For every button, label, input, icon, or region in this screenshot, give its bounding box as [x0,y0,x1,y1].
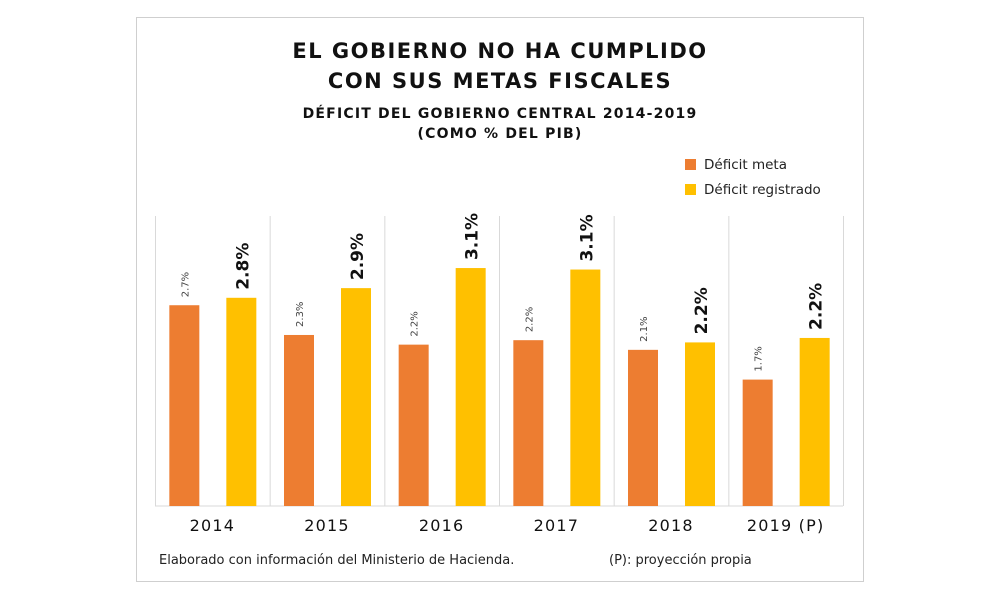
x-tick-label-5: 2019 (P) [746,516,825,535]
legend-label-meta: Déficit meta [704,156,787,173]
bar-registrado-2 [455,268,486,506]
data-label-meta-0: 2.7% [180,272,191,297]
legend-label-registrado: Déficit registrado [704,181,821,198]
bar-meta-5 [742,379,773,506]
chart-title: EL GOBIERNO NO HA CUMPLIDO CON SUS METAS… [137,36,863,96]
x-tick-label-0: 2014 [189,516,236,535]
data-label-meta-3: 2.2% [524,307,535,332]
data-label-registrado-3: 3.1% [577,214,597,261]
bar-registrado-5 [799,337,830,506]
chart-subtitle: DÉFICIT DEL GOBIERNO CENTRAL 2014-2019 (… [137,104,863,144]
bar-meta-2 [398,344,429,506]
data-label-registrado-4: 2.2% [692,287,712,334]
bar-registrado-0 [226,297,257,506]
x-axis-labels: 2014 2015 2016 2017 2018 2019 (P) [155,516,843,540]
chart-subtitle-line-1: DÉFICIT DEL GOBIERNO CENTRAL 2014-2019 [302,106,698,122]
legend-item-meta: Déficit meta [685,152,821,177]
chart-title-line-1: EL GOBIERNO NO HA CUMPLIDO [292,39,708,63]
bar-chart: 2.7% 2.3% 2.2% 2.2% 2.1% 1.7% 2.8% 2.9% 3.1% 3.1%… [155,213,844,507]
x-tick-label-3: 2017 [533,516,580,535]
bar-registrado-3 [570,269,601,506]
bar-meta-1 [284,334,314,506]
legend-swatch-meta [685,159,696,170]
footer-note: (P): proyección propia [609,553,752,568]
legend: Déficit meta Déficit registrado [685,152,821,202]
data-label-meta-2: 2.2% [410,311,421,336]
legend-item-registrado: Déficit registrado [685,177,821,202]
legend-swatch-registrado [685,184,696,195]
chart-frame: EL GOBIERNO NO HA CUMPLIDO CON SUS METAS… [136,17,864,582]
data-label-meta-1: 2.3% [295,302,306,327]
data-label-registrado-1: 2.9% [348,233,368,280]
bar-meta-3 [513,340,544,506]
plot-area: 2.7% 2.3% 2.2% 2.2% 2.1% 1.7% 2.8% 2.9% 3.1% 3.1%… [155,213,844,507]
data-label-registrado-5: 2.2% [807,283,827,330]
bar-registrado-1 [341,288,371,506]
data-label-registrado-0: 2.8% [233,243,253,290]
data-label-meta-5: 1.7% [754,346,765,371]
footer-source: Elaborado con información del Ministerio… [159,553,515,568]
data-label-registrado-2: 3.1% [463,213,483,260]
chart-title-line-2: CON SUS METAS FISCALES [327,69,673,93]
bar-meta-0 [169,305,200,506]
chart-subtitle-line-2: (COMO % DEL PIB) [417,126,583,142]
x-tick-label-2: 2016 [418,516,465,535]
x-tick-label-1: 2015 [304,516,350,535]
x-tick-label-4: 2018 [648,516,694,535]
bar-meta-4 [628,349,658,506]
bar-registrado-4 [685,342,715,506]
data-label-meta-4: 2.1% [639,316,650,341]
